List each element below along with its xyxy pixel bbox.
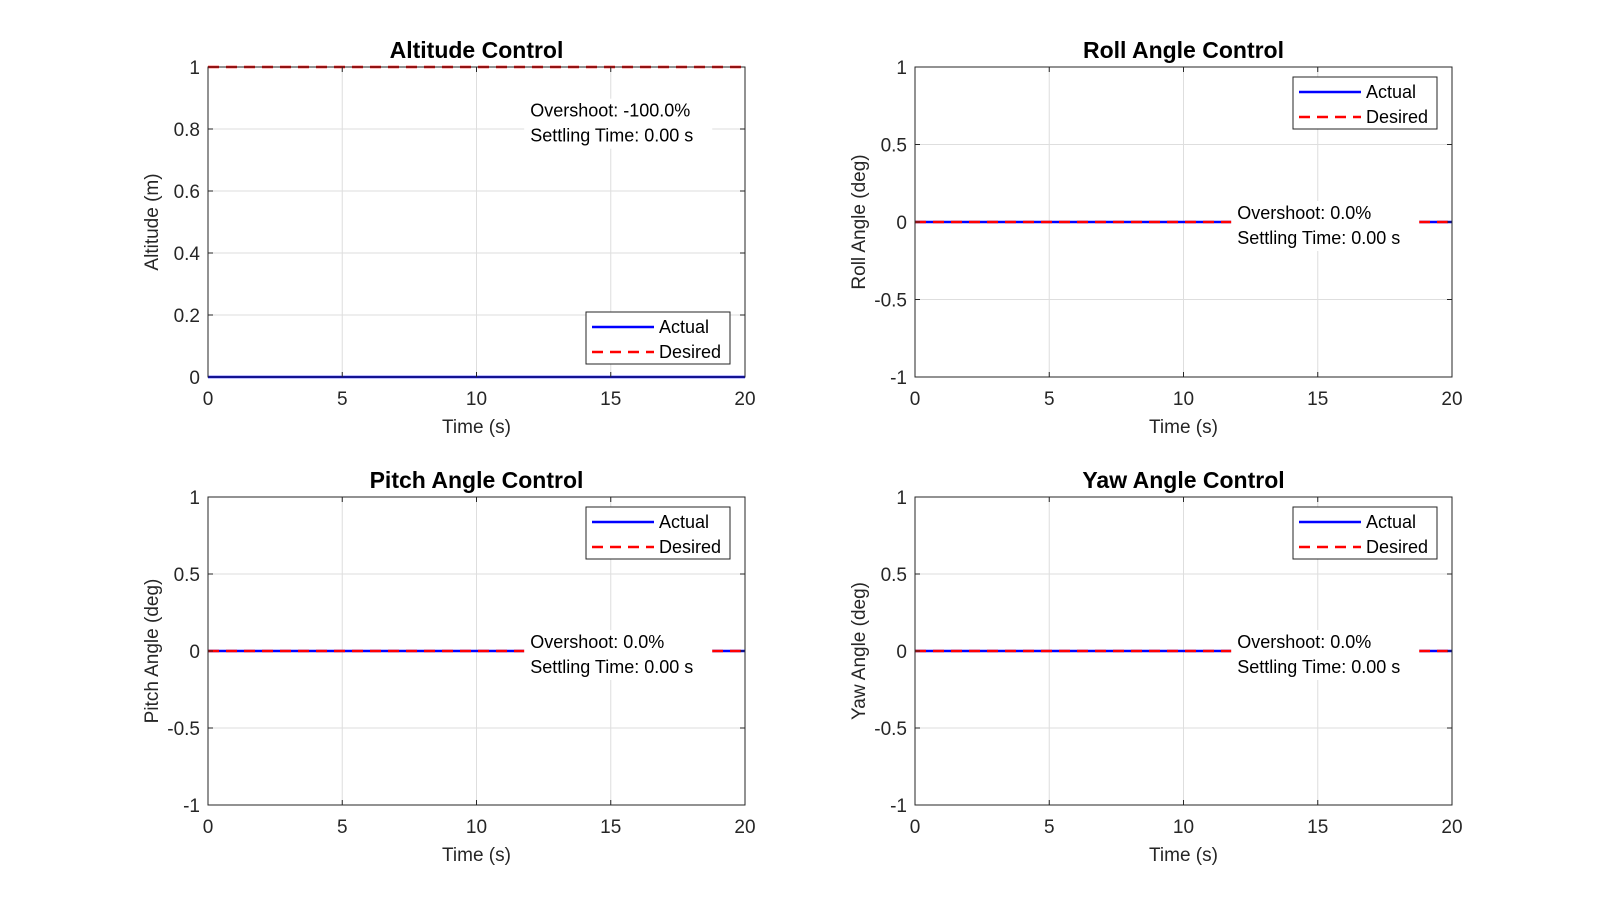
y-tick-label: 1 xyxy=(896,488,907,509)
x-tick-label: 15 xyxy=(600,389,621,410)
x-tick-label: 5 xyxy=(337,389,348,410)
x-tick-label: 10 xyxy=(466,389,487,410)
x-tick-label: 5 xyxy=(1044,389,1055,410)
x-tick-label: 0 xyxy=(203,817,214,838)
annotation-background xyxy=(524,98,713,149)
overshoot-annotation: Overshoot: 0.0% xyxy=(1237,632,1371,652)
legend-box xyxy=(585,311,731,365)
annotation-background xyxy=(524,630,713,680)
y-tick-label: -0.5 xyxy=(874,291,907,312)
legend-label-desired: Desired xyxy=(659,342,721,362)
y-tick-label: 0.5 xyxy=(881,136,907,157)
chart-panel-3: 0 5 10 15 20 -1 -0.5 0 0.5 1 Pitch Angle Control Ti… xyxy=(142,467,756,866)
legend-box xyxy=(1292,506,1438,560)
y-tick-label: 1 xyxy=(896,58,907,79)
y-tick-label: 0.2 xyxy=(174,306,200,327)
x-tick-label: 15 xyxy=(1307,817,1328,838)
overshoot-annotation: Overshoot: -100.0% xyxy=(530,101,690,121)
chart-title: Altitude Control xyxy=(390,37,564,63)
settling-time-annotation: Settling Time: 0.00 s xyxy=(1237,657,1400,677)
legend-box xyxy=(1292,76,1438,130)
y-tick-label: 0 xyxy=(189,642,200,663)
x-tick-label: 20 xyxy=(1441,817,1462,838)
legend: Actual Desired xyxy=(585,311,731,365)
y-tick-label: -1 xyxy=(890,796,907,817)
y-tick-label: 1 xyxy=(189,58,200,79)
settling-time-annotation: Settling Time: 0.00 s xyxy=(530,126,693,146)
settling-time-annotation: Settling Time: 0.00 s xyxy=(530,657,693,677)
x-tick-label: 20 xyxy=(1441,389,1462,410)
annotation-background xyxy=(1231,630,1420,680)
chart-title: Roll Angle Control xyxy=(1083,37,1284,63)
x-axis-label: Time (s) xyxy=(442,845,511,866)
chart-panel-4: 0 5 10 15 20 -1 -0.5 0 0.5 1 Yaw Angle Control Time… xyxy=(849,467,1463,866)
x-tick-label: 10 xyxy=(1173,389,1194,410)
x-axis-label: Time (s) xyxy=(1149,845,1218,866)
y-tick-label: 0 xyxy=(896,642,907,663)
overshoot-annotation: Overshoot: 0.0% xyxy=(530,632,664,652)
overshoot-annotation: Overshoot: 0.0% xyxy=(1237,203,1371,223)
legend: Actual Desired xyxy=(1292,76,1438,130)
legend-label-actual: Actual xyxy=(659,512,709,532)
legend-label-desired: Desired xyxy=(1366,107,1428,127)
y-tick-label: 0.8 xyxy=(174,120,200,141)
legend: Actual Desired xyxy=(1292,506,1438,560)
y-tick-label: 0 xyxy=(189,368,200,389)
legend-label-desired: Desired xyxy=(659,537,721,557)
x-tick-label: 20 xyxy=(734,389,755,410)
y-axis-label: Roll Angle (deg) xyxy=(849,154,870,289)
y-tick-label: 0.6 xyxy=(174,182,200,203)
x-tick-label: 0 xyxy=(203,389,214,410)
x-tick-label: 15 xyxy=(600,817,621,838)
y-tick-label: 0.5 xyxy=(881,565,907,586)
chart-title: Yaw Angle Control xyxy=(1082,467,1284,493)
chart-title: Pitch Angle Control xyxy=(370,467,584,493)
legend: Actual Desired xyxy=(585,506,731,560)
x-tick-label: 20 xyxy=(734,817,755,838)
x-tick-label: 0 xyxy=(910,389,921,410)
x-tick-label: 5 xyxy=(1044,817,1055,838)
settling-time-annotation: Settling Time: 0.00 s xyxy=(1237,228,1400,248)
y-tick-label: 0 xyxy=(896,213,907,234)
chart-panel-2: 0 5 10 15 20 -1 -0.5 0 0.5 1 Roll Angle Control Tim… xyxy=(849,37,1463,438)
legend-label-actual: Actual xyxy=(1366,512,1416,532)
legend-box xyxy=(585,506,731,560)
y-axis-label: Altitude (m) xyxy=(142,173,163,270)
chart-panel-1: 0 5 10 15 20 0 0.2 0.4 0.6 0.8 1 Altitude Control Ti… xyxy=(142,37,756,438)
x-tick-label: 15 xyxy=(1307,389,1328,410)
legend-label-desired: Desired xyxy=(1366,537,1428,557)
legend-label-actual: Actual xyxy=(659,317,709,337)
x-axis-label: Time (s) xyxy=(1149,417,1218,438)
x-tick-label: 5 xyxy=(337,817,348,838)
y-tick-label: 0.5 xyxy=(174,565,200,586)
y-tick-label: -1 xyxy=(183,796,200,817)
legend-label-actual: Actual xyxy=(1366,82,1416,102)
y-axis-label: Yaw Angle (deg) xyxy=(849,582,870,720)
y-tick-label: -0.5 xyxy=(874,719,907,740)
y-axis-label: Pitch Angle (deg) xyxy=(142,579,163,724)
x-tick-label: 10 xyxy=(466,817,487,838)
y-tick-label: -0.5 xyxy=(167,719,200,740)
x-tick-label: 10 xyxy=(1173,817,1194,838)
y-tick-label: 0.4 xyxy=(174,244,201,265)
y-tick-label: -1 xyxy=(890,368,907,389)
y-tick-label: 1 xyxy=(189,488,200,509)
annotation-background xyxy=(1231,201,1420,251)
x-axis-label: Time (s) xyxy=(442,417,511,438)
x-tick-label: 0 xyxy=(910,817,921,838)
